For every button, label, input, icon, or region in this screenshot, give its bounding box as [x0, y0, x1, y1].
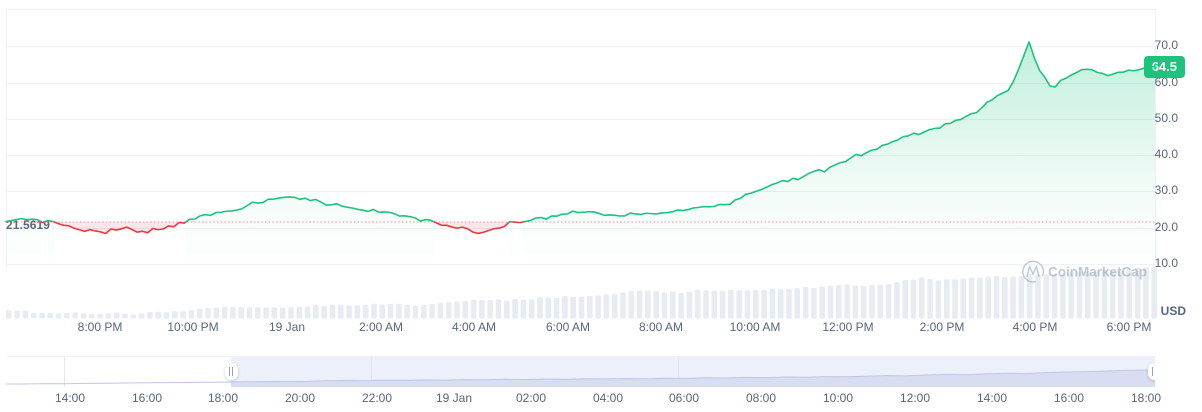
svg-text:CoinMarketCap: CoinMarketCap — [1048, 265, 1147, 280]
